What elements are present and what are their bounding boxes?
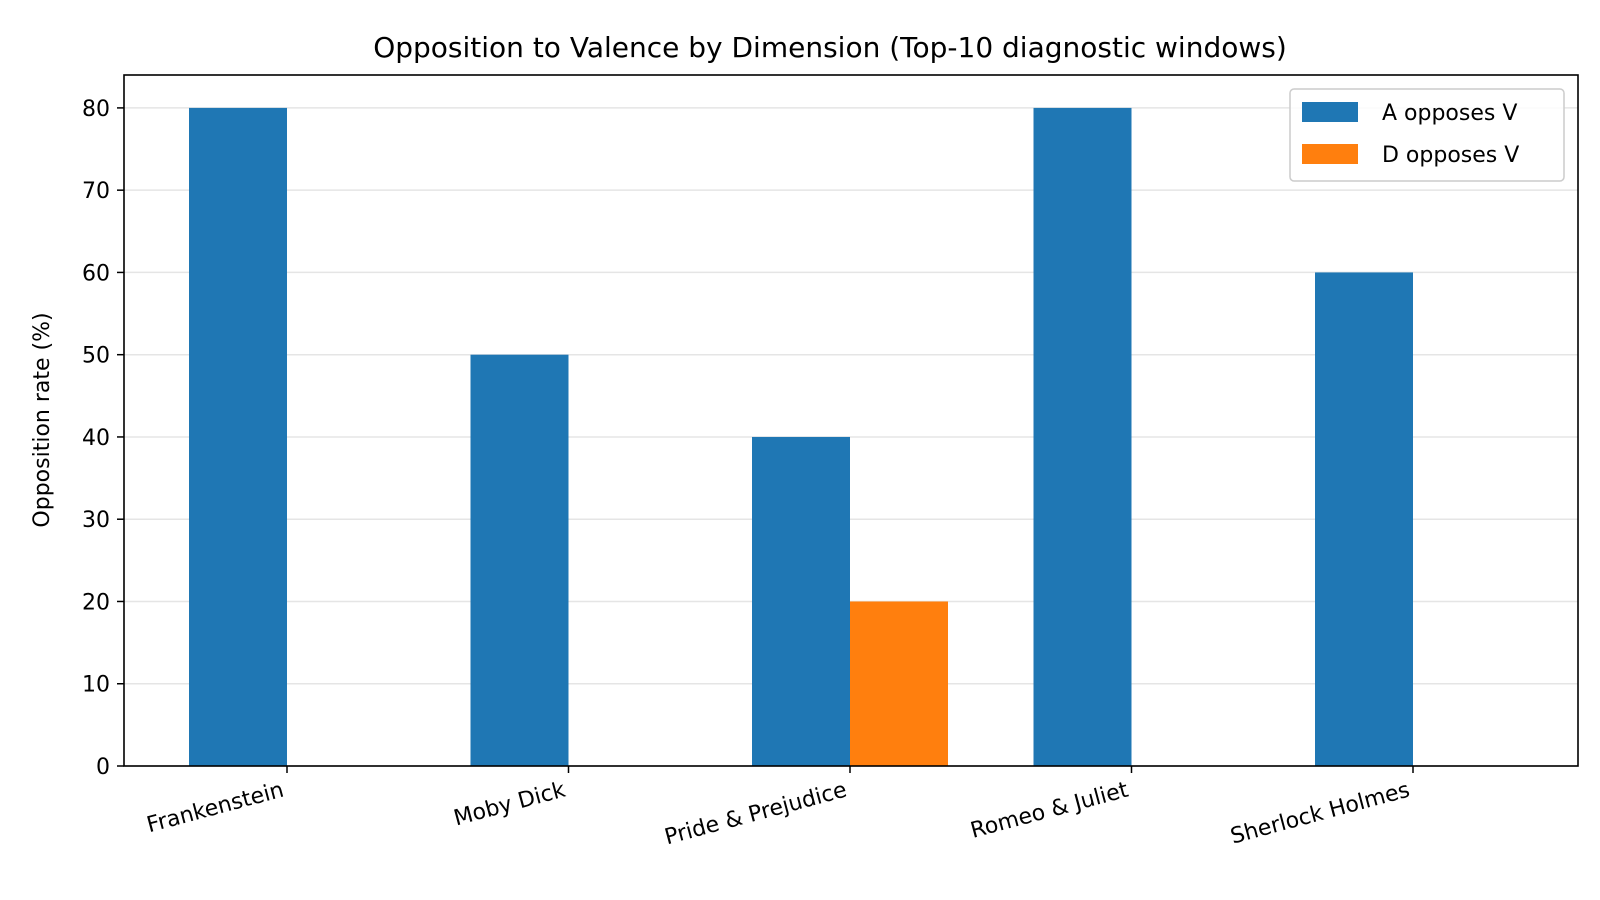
bar-a-opposes-v bbox=[1033, 107, 1132, 766]
x-tick-label: Pride & Prejudice bbox=[662, 778, 850, 851]
x-axis: Frankenstein Moby Dick Pride & Prejudice Ro… bbox=[144, 766, 1414, 851]
grid-lines bbox=[124, 107, 1578, 767]
plot-frame bbox=[123, 74, 1579, 767]
y-tick-label: 0 bbox=[96, 755, 110, 780]
legend: A opposes V D opposes V bbox=[1289, 88, 1565, 182]
bar-a-opposes-v bbox=[470, 354, 569, 766]
legend-swatch bbox=[1302, 102, 1358, 122]
y-axis: 0 10 20 30 40 50 60 70 80 bbox=[82, 97, 124, 780]
y-tick-label: 70 bbox=[82, 179, 110, 204]
y-tick-label: 10 bbox=[82, 673, 110, 698]
x-tick-label: Moby Dick bbox=[451, 778, 568, 832]
bar-d-opposes-v bbox=[850, 601, 948, 766]
y-tick-label: 80 bbox=[82, 97, 110, 122]
legend-label: D opposes V bbox=[1382, 143, 1519, 168]
y-tick-label: 60 bbox=[82, 261, 110, 286]
legend-label: A opposes V bbox=[1382, 101, 1517, 126]
x-tick-label: Sherlock Holmes bbox=[1228, 778, 1413, 850]
legend-box bbox=[1289, 88, 1565, 182]
y-tick-label: 20 bbox=[82, 590, 110, 615]
legend-swatch bbox=[1302, 144, 1358, 164]
x-tick-label: Romeo & Juliet bbox=[968, 778, 1131, 844]
x-tick-label: Frankenstein bbox=[144, 778, 286, 839]
y-tick-label: 50 bbox=[82, 344, 110, 369]
y-tick-label: 30 bbox=[82, 508, 110, 533]
bars bbox=[189, 107, 1413, 766]
y-axis-label: Opposition rate (%) bbox=[30, 312, 55, 527]
chart-title: Opposition to Valence by Dimension (Top-… bbox=[373, 31, 1287, 64]
bar-a-opposes-v bbox=[189, 107, 287, 766]
bar-a-opposes-v bbox=[1315, 272, 1413, 766]
bar-a-opposes-v bbox=[752, 436, 850, 766]
y-tick-label: 40 bbox=[82, 426, 110, 451]
